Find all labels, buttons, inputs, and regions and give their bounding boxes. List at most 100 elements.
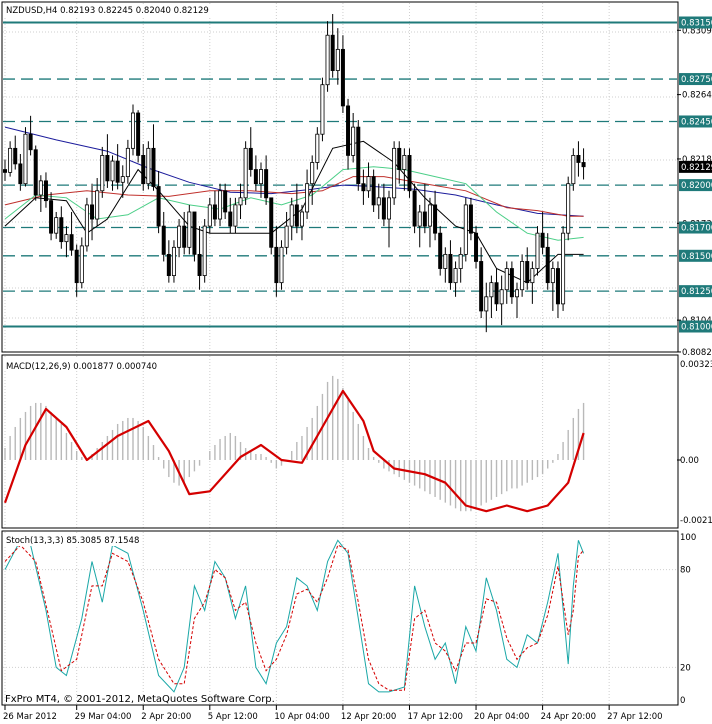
- candle[interactable]: [525, 247, 530, 290]
- candle[interactable]: [550, 261, 555, 311]
- candle[interactable]: [130, 104, 135, 156]
- candle[interactable]: [258, 162, 263, 198]
- candle[interactable]: [54, 211, 59, 239]
- candle[interactable]: [136, 110, 141, 163]
- candle[interactable]: [438, 226, 443, 276]
- candle[interactable]: [105, 134, 110, 188]
- candle[interactable]: [151, 124, 156, 191]
- candle[interactable]: [346, 98, 351, 170]
- candle[interactable]: [515, 282, 520, 319]
- candle[interactable]: [43, 172, 48, 208]
- candle[interactable]: [535, 226, 540, 276]
- candle[interactable]: [192, 211, 197, 262]
- candle[interactable]: [3, 159, 8, 181]
- candle[interactable]: [13, 135, 18, 170]
- candle[interactable]: [223, 183, 228, 220]
- candle[interactable]: [453, 261, 458, 297]
- candle[interactable]: [299, 204, 304, 241]
- candle[interactable]: [448, 240, 453, 290]
- candle[interactable]: [100, 146, 105, 198]
- candle[interactable]: [269, 197, 274, 255]
- candle[interactable]: [120, 165, 125, 198]
- candle[interactable]: [28, 115, 33, 156]
- candle[interactable]: [59, 206, 64, 249]
- candle[interactable]: [18, 153, 23, 191]
- candle[interactable]: [468, 197, 473, 241]
- candle[interactable]: [571, 148, 576, 191]
- candle[interactable]: [207, 197, 212, 234]
- candle[interactable]: [74, 244, 79, 297]
- candle[interactable]: [161, 211, 166, 262]
- candle[interactable]: [228, 197, 233, 234]
- candle[interactable]: [156, 170, 161, 234]
- candle[interactable]: [166, 240, 171, 283]
- candle[interactable]: [218, 183, 223, 227]
- candle[interactable]: [125, 139, 130, 184]
- candle[interactable]: [351, 112, 356, 163]
- candle[interactable]: [484, 282, 489, 333]
- candlesticks[interactable]: [3, 14, 586, 333]
- candle[interactable]: [402, 148, 407, 191]
- candle[interactable]: [335, 28, 340, 85]
- candle[interactable]: [197, 226, 202, 290]
- candle[interactable]: [90, 183, 95, 241]
- candle[interactable]: [330, 14, 335, 78]
- candle[interactable]: [417, 204, 422, 248]
- candle[interactable]: [381, 183, 386, 227]
- candle[interactable]: [64, 226, 69, 258]
- candle[interactable]: [284, 211, 289, 255]
- candle[interactable]: [79, 237, 84, 289]
- candle[interactable]: [253, 155, 258, 191]
- candle[interactable]: [561, 226, 566, 311]
- candle[interactable]: [23, 127, 28, 187]
- candle[interactable]: [146, 141, 151, 190]
- candle[interactable]: [69, 211, 74, 256]
- candle[interactable]: [141, 144, 146, 191]
- candle[interactable]: [95, 178, 100, 227]
- candle[interactable]: [182, 211, 187, 255]
- candle[interactable]: [361, 169, 366, 205]
- candle[interactable]: [8, 141, 13, 177]
- candle[interactable]: [555, 261, 560, 319]
- candle[interactable]: [489, 275, 494, 319]
- candle[interactable]: [187, 204, 192, 255]
- stochastic-indicator[interactable]: 100 80 20 0: [3, 533, 696, 706]
- candle[interactable]: [494, 268, 499, 311]
- candle[interactable]: [545, 233, 550, 290]
- candle[interactable]: [238, 183, 243, 220]
- candle[interactable]: [366, 162, 371, 198]
- candle[interactable]: [320, 77, 325, 142]
- candle[interactable]: [427, 197, 432, 248]
- candle[interactable]: [38, 175, 43, 212]
- candle[interactable]: [202, 219, 207, 283]
- candle[interactable]: [474, 226, 479, 269]
- candle[interactable]: [294, 183, 299, 234]
- macd-indicator[interactable]: [3, 375, 681, 513]
- candle[interactable]: [325, 21, 330, 92]
- candle[interactable]: [509, 261, 514, 304]
- candle[interactable]: [212, 190, 217, 227]
- candle[interactable]: [581, 148, 586, 180]
- candle[interactable]: [305, 169, 310, 220]
- candle[interactable]: [248, 127, 253, 177]
- candle[interactable]: [371, 169, 376, 212]
- candle[interactable]: [499, 275, 504, 326]
- candle[interactable]: [504, 261, 509, 304]
- candle[interactable]: [177, 219, 182, 258]
- candle[interactable]: [433, 190, 438, 241]
- candle[interactable]: [458, 247, 463, 283]
- candle[interactable]: [110, 155, 115, 191]
- candle[interactable]: [530, 261, 535, 304]
- candle[interactable]: [33, 145, 38, 201]
- candle[interactable]: [443, 247, 448, 283]
- candle[interactable]: [576, 141, 581, 177]
- candle[interactable]: [84, 197, 89, 252]
- candle[interactable]: [386, 190, 391, 248]
- candle[interactable]: [376, 183, 381, 220]
- candle[interactable]: [479, 247, 484, 319]
- candle[interactable]: [397, 141, 402, 184]
- candle[interactable]: [566, 176, 571, 241]
- candle[interactable]: [422, 183, 427, 234]
- candle[interactable]: [49, 192, 54, 241]
